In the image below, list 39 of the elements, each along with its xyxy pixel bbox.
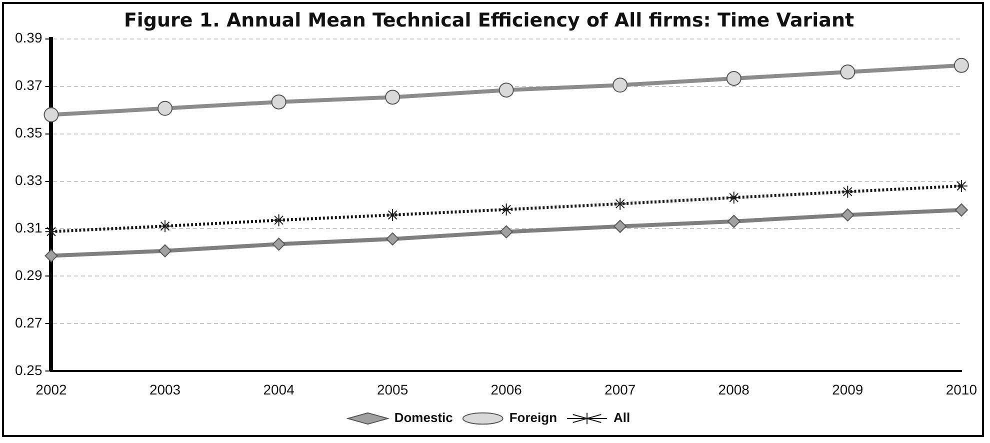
x-tick-label: 2007 [604, 381, 636, 398]
point [158, 220, 172, 233]
point [614, 220, 627, 233]
point [386, 208, 400, 222]
x-tick-label: 2008 [718, 381, 750, 398]
chart-title: Figure 1. Annual Mean Technical Efficiency of All firms: Time Variant [124, 9, 854, 32]
point [500, 203, 513, 216]
point [44, 225, 58, 238]
y-tick-label: 0.25 [15, 362, 42, 378]
y-tick-label: 0.37 [15, 77, 42, 94]
point [500, 225, 513, 238]
point [386, 232, 400, 246]
x-tick-label: 2003 [149, 381, 181, 398]
y-tick-label: 0.27 [15, 314, 42, 331]
y-tick-label: 0.31 [15, 220, 42, 236]
x-tick-label: 2004 [263, 381, 295, 398]
point [841, 208, 854, 222]
y-tick-label: 0.33 [15, 172, 42, 188]
x-tick-label: 2006 [490, 381, 522, 398]
point [954, 180, 968, 193]
legend-label: All [614, 410, 630, 426]
point [158, 244, 172, 258]
point [614, 197, 627, 210]
x-tick-label: 2010 [946, 381, 978, 398]
y-tick-label: 0.35 [15, 124, 42, 141]
point [954, 203, 968, 216]
x-tick-label: 2002 [36, 381, 68, 398]
y-tick-label: 0.39 [15, 30, 42, 46]
legend-label: Foreign [509, 410, 558, 426]
legend-label: Domestic [394, 410, 453, 426]
point [727, 191, 740, 204]
point [727, 214, 740, 228]
x-tick-label: 2009 [832, 381, 864, 398]
x-tick-label: 2005 [376, 381, 408, 398]
point [272, 214, 286, 227]
point [272, 238, 286, 251]
point [841, 185, 854, 198]
y-tick-label: 0.29 [15, 267, 42, 284]
point [44, 249, 58, 262]
